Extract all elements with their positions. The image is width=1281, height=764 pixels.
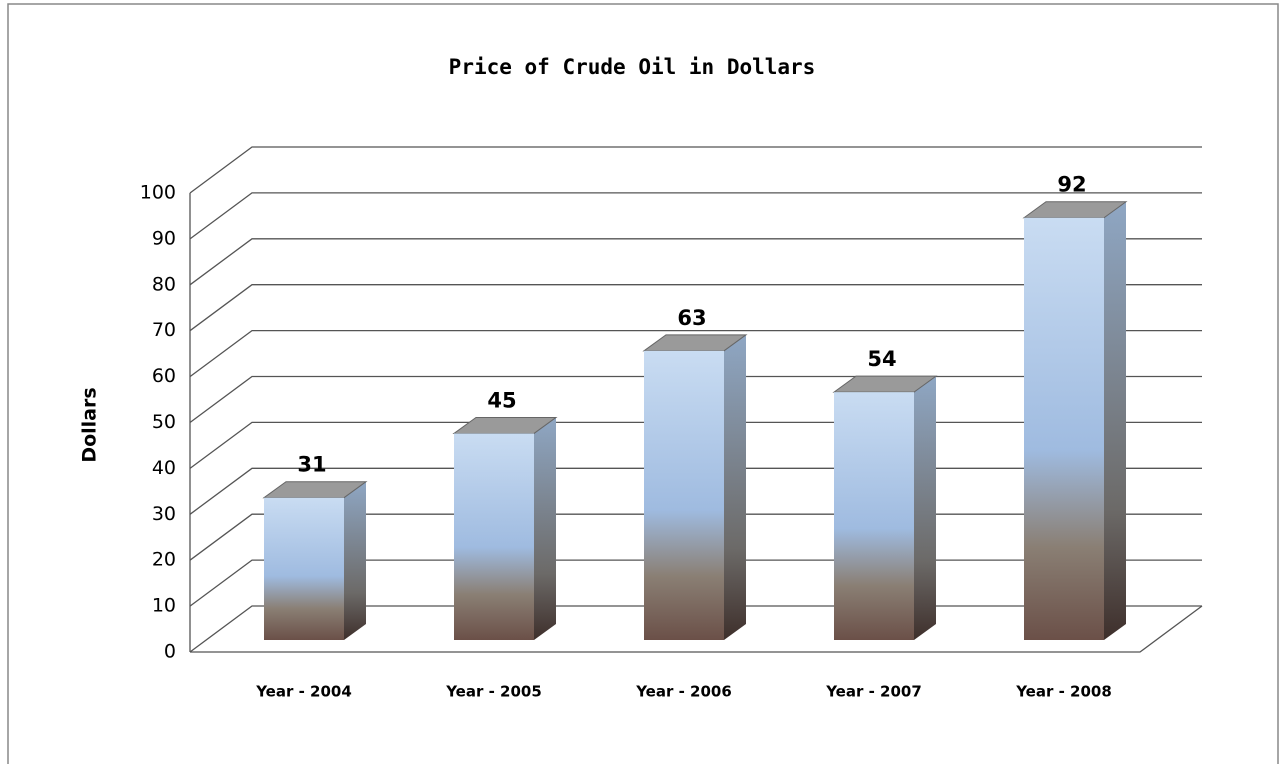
x-tick-label: Year - 2005 [445,683,542,701]
x-tick-label: Year - 2007 [825,683,922,701]
page: {"chart_data": {"type": "bar3d", "title"… [0,0,1281,764]
y-tick-label: 40 [152,457,176,479]
y-tick-label: 0 [164,641,176,663]
bar-side [914,376,936,640]
bar [1024,218,1104,640]
value-label: 45 [487,388,516,412]
y-tick-label: 70 [152,319,176,341]
bar-side [724,335,746,640]
plot: 0 10 20 30 40 50 60 70 80 90 100 Year - 2004 31 Year … [140,147,1202,701]
bar-side [1104,202,1126,640]
grid-line [190,147,1202,193]
value-label: 92 [1057,173,1086,197]
bar [264,498,344,640]
value-label: 54 [867,347,896,371]
x-tick-label: Year - 2004 [255,683,352,701]
x-tick-label: Year - 2006 [635,683,732,701]
y-tick-label: 10 [152,595,176,617]
value-label: 63 [677,306,706,330]
chart-title: Price of Crude Oil in Dollars [449,55,816,79]
y-tick-label: 80 [152,273,176,295]
bar-side [344,482,366,640]
y-tick-label: 90 [152,227,176,249]
bar-side [534,417,556,640]
y-tick-label: 50 [152,411,176,433]
y-tick-label: 20 [152,549,176,571]
y-tick-label: 30 [152,503,176,525]
bar [644,351,724,640]
y-tick-label: 60 [152,365,176,387]
chart: Price of Crude Oil in Dollars Dollars 0 1… [0,0,1281,764]
y-axis-label: Dollars [79,387,101,462]
x-tick-label: Year - 2008 [1015,683,1112,701]
y-tick-label: 100 [140,182,176,204]
bar [834,392,914,640]
bar [454,433,534,640]
value-label: 31 [297,453,326,477]
